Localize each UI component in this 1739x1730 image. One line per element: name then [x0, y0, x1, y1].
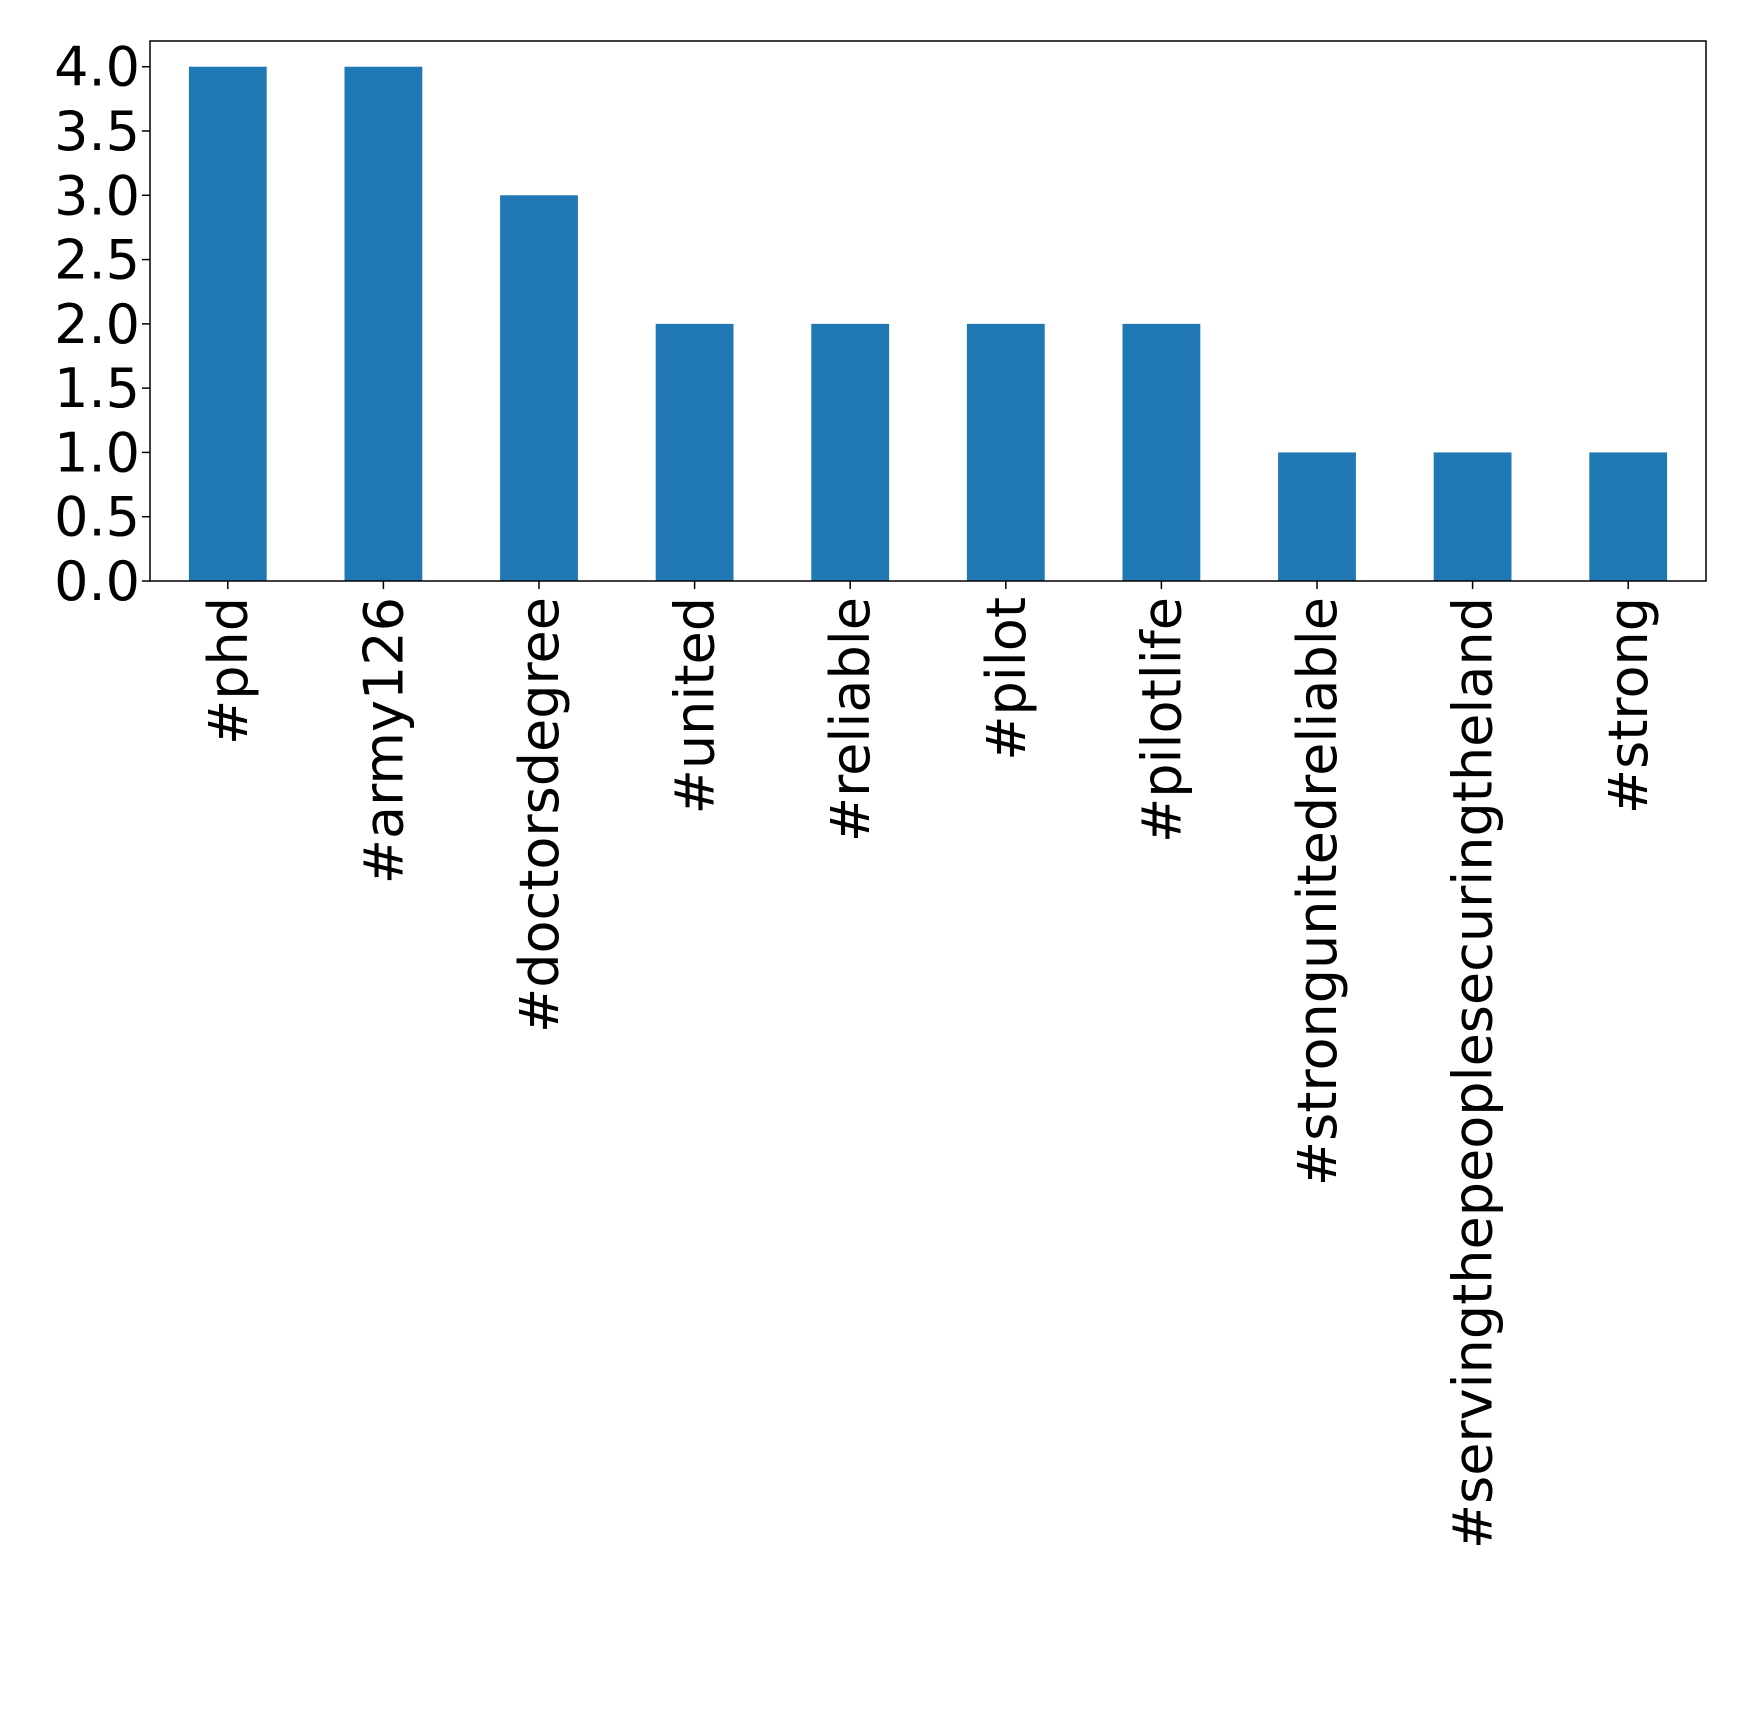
x-tick-label-8: #servingthepeoplesecuringtheland	[1442, 597, 1505, 1549]
plot-frame	[149, 40, 1707, 582]
x-axis-ticks: #phd #army126 #doctorsdegree #united #reliab…	[197, 581, 1660, 1549]
y-tick-label-8: 4.0	[54, 36, 140, 99]
y-tick-label-0: 0.0	[54, 550, 140, 613]
bar-2	[500, 195, 578, 582]
bar-8	[1433, 452, 1512, 581]
y-tick-label-4: 2.0	[54, 293, 140, 356]
x-tick-label-6: #pilotlife	[1130, 597, 1193, 843]
y-tick-label-7: 3.5	[54, 100, 140, 163]
y-tick-label-3: 1.5	[54, 357, 140, 420]
y-tick-label-2: 1.0	[54, 421, 140, 484]
x-tick-label-5: #pilot	[975, 597, 1038, 761]
bar-1	[344, 66, 423, 581]
x-tick-label-1: #army126	[352, 597, 415, 884]
x-tick-label-9: #strong	[1597, 597, 1660, 814]
bar-6	[1122, 323, 1201, 581]
bars-group	[188, 66, 1668, 582]
x-tick-label-2: #doctorsdegree	[508, 597, 571, 1033]
y-tick-label-5: 2.5	[54, 229, 140, 292]
bar-4	[811, 323, 890, 581]
bar-5	[966, 323, 1045, 581]
bar-3	[655, 323, 734, 581]
x-tick-label-7: #strongunitedreliable	[1286, 597, 1349, 1186]
y-tick-label-6: 3.0	[54, 164, 140, 227]
x-tick-label-3: #united	[664, 597, 727, 814]
x-tick-label-0: #phd	[197, 597, 260, 745]
bar-7	[1278, 452, 1356, 581]
bar-9	[1589, 452, 1668, 581]
y-tick-label-1: 0.5	[54, 486, 140, 549]
bar-0	[188, 66, 267, 581]
x-tick-label-4: #reliable	[819, 597, 882, 842]
y-axis-ticks: 0.00.51.01.52.02.53.03.54.0	[54, 36, 150, 613]
